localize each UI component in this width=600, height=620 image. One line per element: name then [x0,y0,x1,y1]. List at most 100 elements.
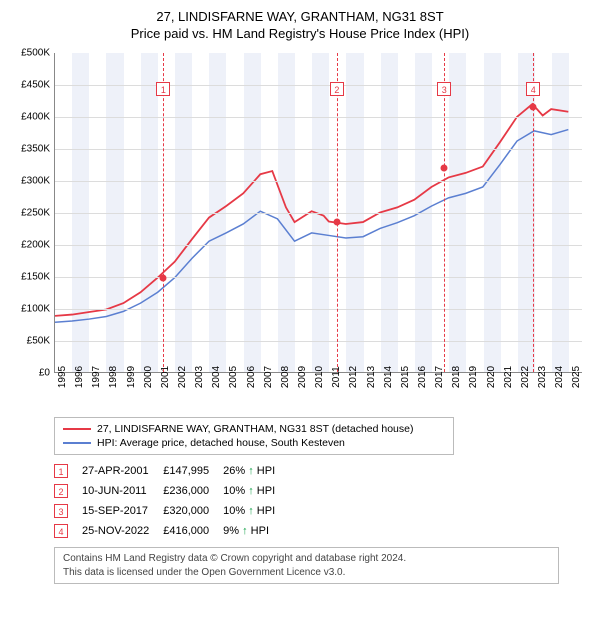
sale-marker-line [337,53,338,372]
legend-label: 27, LINDISFARNE WAY, GRANTHAM, NG31 8ST … [97,423,413,435]
gridline [55,341,582,342]
sale-delta: 9% ↑ HPI [223,521,289,541]
x-axis-label: 2015 [400,366,411,388]
x-axis-label: 1997 [91,366,102,388]
y-axis-label: £300K [12,176,50,187]
table-row: 1 27-APR-2001£147,99526% ↑ HPI [54,461,289,481]
x-axis-label: 2006 [246,366,257,388]
x-axis-label: 1999 [126,366,137,388]
sale-marker-box: 1 [156,82,170,96]
sale-marker-box: 2 [330,82,344,96]
x-axis-label: 2005 [228,366,239,388]
table-row: 4 25-NOV-2022£416,0009% ↑ HPI [54,521,289,541]
sale-delta: 10% ↑ HPI [223,501,289,521]
sale-delta: 26% ↑ HPI [223,461,289,481]
sale-number-cell: 1 [54,461,82,481]
y-axis-label: £200K [12,240,50,251]
y-axis-label: £450K [12,80,50,91]
legend-item: HPI: Average price, detached house, Sout… [63,436,445,450]
table-row: 3 15-SEP-2017£320,00010% ↑ HPI [54,501,289,521]
chart-area: 1234 £0£50K£100K£150K£200K£250K£300K£350… [12,47,588,407]
y-axis-label: £100K [12,304,50,315]
footer: Contains HM Land Registry data © Crown c… [54,547,559,584]
legend-label: HPI: Average price, detached house, Sout… [97,437,345,449]
gridline [55,85,582,86]
x-axis-label: 2001 [160,366,171,388]
x-axis-label: 2024 [554,366,565,388]
y-axis-label: £0 [12,368,50,379]
sale-number-cell: 2 [54,481,82,501]
table-row: 210-JUN-2011£236,00010% ↑ HPI [54,481,289,501]
legend: 27, LINDISFARNE WAY, GRANTHAM, NG31 8ST … [54,417,454,455]
legend-swatch [63,442,91,444]
sale-number-box: 4 [54,524,68,538]
sale-point [530,103,537,110]
sale-point [441,165,448,172]
sale-number-cell: 4 [54,521,82,541]
y-axis-label: £350K [12,144,50,155]
x-axis-label: 2018 [451,366,462,388]
sale-number-box: 3 [54,504,68,518]
x-axis-label: 2004 [211,366,222,388]
sale-marker-box: 4 [526,82,540,96]
y-axis-label: £400K [12,112,50,123]
x-axis-label: 2010 [314,366,325,388]
gridline [55,149,582,150]
x-axis-label: 2019 [468,366,479,388]
x-axis-label: 2008 [280,366,291,388]
gridline [55,213,582,214]
gridline [55,277,582,278]
y-axis-label: £50K [12,336,50,347]
x-axis-label: 2012 [348,366,359,388]
sale-marker-line [533,53,534,372]
x-axis-label: 2013 [366,366,377,388]
gridline [55,245,582,246]
subtitle: Price paid vs. HM Land Registry's House … [12,26,588,41]
y-axis-label: £250K [12,208,50,219]
x-axis-label: 2025 [571,366,582,388]
gridline [55,181,582,182]
sale-marker-line [444,53,445,372]
legend-swatch [63,428,91,430]
x-axis-label: 1996 [74,366,85,388]
x-axis-label: 2016 [417,366,428,388]
sale-number-box: 1 [54,464,68,478]
sale-date: 10-JUN-2011 [82,481,163,501]
x-axis-label: 2017 [434,366,445,388]
sale-date: 15-SEP-2017 [82,501,163,521]
y-axis-label: £150K [12,272,50,283]
footer-line: This data is licensed under the Open Gov… [63,566,550,580]
sale-number-cell: 3 [54,501,82,521]
plot: 1234 [54,53,582,373]
x-axis-label: 2020 [486,366,497,388]
sale-price: £236,000 [163,481,223,501]
series-line [55,104,568,316]
x-axis-label: 2022 [520,366,531,388]
x-axis-label: 2014 [383,366,394,388]
title: 27, LINDISFARNE WAY, GRANTHAM, NG31 8ST [12,8,588,26]
sale-point [333,219,340,226]
x-axis-label: 2009 [297,366,308,388]
sales-table: 127-APR-2001£147,99526% ↑ HPI210-JUN-201… [54,461,289,541]
footer-line: Contains HM Land Registry data © Crown c… [63,552,550,566]
x-axis-label: 2011 [331,366,342,388]
gridline [55,309,582,310]
gridline [55,117,582,118]
x-axis-label: 2007 [263,366,274,388]
x-axis-label: 2021 [503,366,514,388]
x-axis-label: 2023 [537,366,548,388]
sale-date: 27-APR-2001 [82,461,163,481]
sale-point [160,275,167,282]
x-axis-label: 2000 [143,366,154,388]
series-line [55,130,568,323]
sale-date: 25-NOV-2022 [82,521,163,541]
sale-price: £320,000 [163,501,223,521]
container: 27, LINDISFARNE WAY, GRANTHAM, NG31 8ST … [0,0,600,594]
x-axis-label: 2003 [194,366,205,388]
x-axis-label: 1998 [108,366,119,388]
sale-price: £416,000 [163,521,223,541]
sale-marker-line [163,53,164,372]
x-axis-label: 2002 [177,366,188,388]
sale-price: £147,995 [163,461,223,481]
legend-item: 27, LINDISFARNE WAY, GRANTHAM, NG31 8ST … [63,422,445,436]
